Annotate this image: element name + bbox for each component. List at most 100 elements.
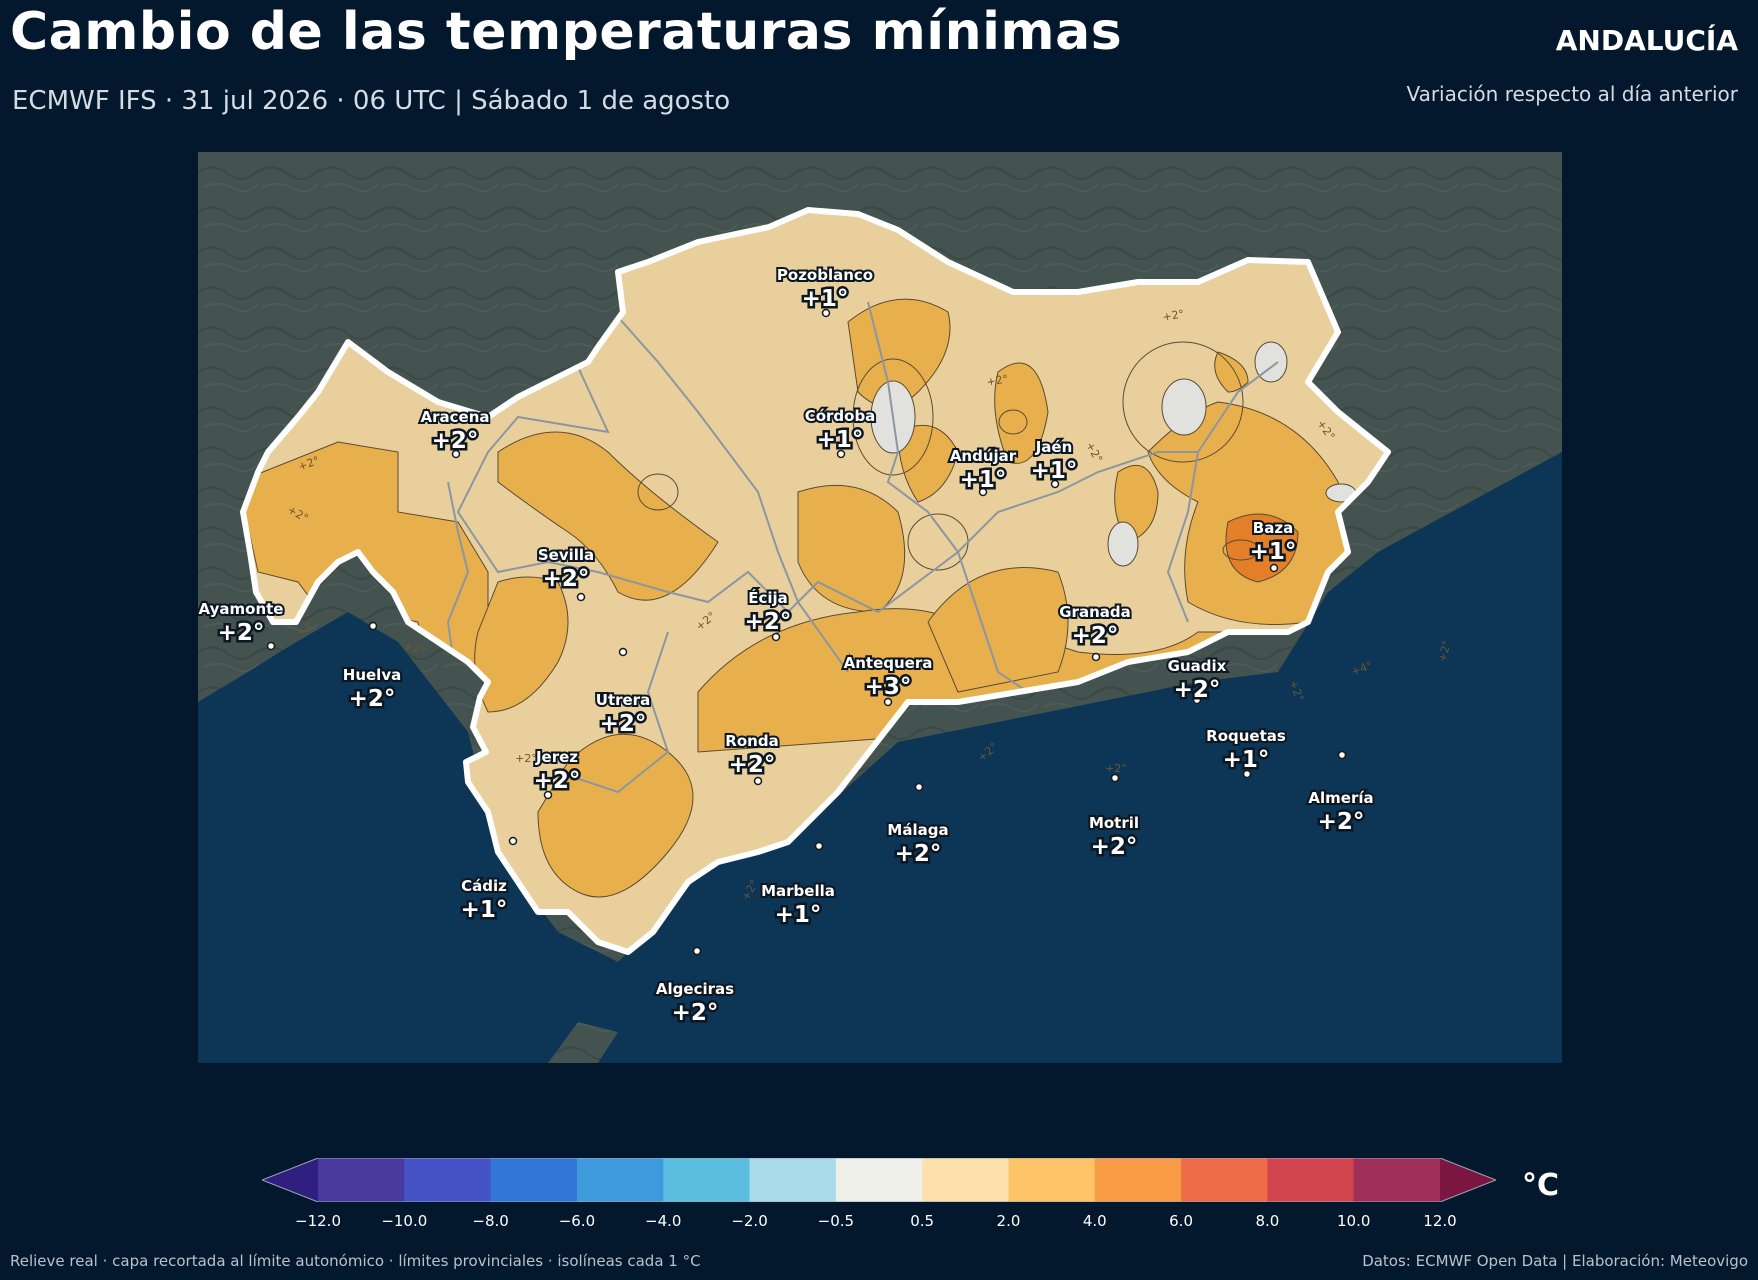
city-marker: Guadix +2° <box>1166 655 1229 706</box>
city-name: Málaga <box>887 821 948 839</box>
colorbar-segment <box>318 1158 405 1202</box>
colorbar-tick-label: −2.0 <box>731 1212 768 1230</box>
city-marker: Almería +2° <box>1306 750 1376 838</box>
city-marker: Antequera +3° <box>842 652 934 707</box>
city-marker: Málaga +2° <box>885 782 951 870</box>
city-name: Utrera <box>596 691 650 709</box>
city-marker: Huelva +2° <box>341 621 403 715</box>
colorbar-over-arrow <box>1440 1158 1496 1202</box>
city-name: Aracena <box>421 408 490 426</box>
city-marker: Sevilla +2° <box>536 544 596 602</box>
city-value: +3° <box>865 674 912 700</box>
colorbar-segment <box>404 1158 492 1202</box>
city-value: +1° <box>775 902 822 928</box>
colorbar-segment <box>663 1158 751 1202</box>
city-name: Algeciras <box>656 980 734 998</box>
city-dot <box>576 592 586 602</box>
city-value: +1° <box>960 467 1007 493</box>
colorbar-segment <box>749 1158 837 1202</box>
city-value: +2° <box>543 566 590 592</box>
colorbar-segment <box>576 1158 664 1202</box>
city-dot <box>543 790 553 800</box>
city-name: Sevilla <box>538 546 594 564</box>
city-value: +2° <box>1072 623 1119 649</box>
isoline-label: +2° <box>1105 762 1127 775</box>
footer-notes: Relieve real · capa recortada al límite … <box>10 1252 701 1270</box>
run-subtitle: ECMWF IFS · 31 jul 2026 · 06 UTC | Sábad… <box>12 86 731 116</box>
colorbar-segment <box>490 1158 578 1202</box>
city-marker: Córdoba +1° <box>803 405 877 459</box>
colorbar-tick-label: −10.0 <box>381 1212 428 1230</box>
city-dot <box>266 641 276 651</box>
city-dot <box>508 836 518 846</box>
city-marker: Pozoblanco +1° <box>775 264 875 318</box>
colorbar-tick-label: −4.0 <box>645 1212 682 1230</box>
city-dot <box>821 308 831 318</box>
city-marker: Algeciras +2° <box>654 946 736 1029</box>
colorbar-tick-label: 6.0 <box>1169 1212 1193 1230</box>
city-dot <box>1091 652 1101 662</box>
city-value: +2° <box>600 711 647 737</box>
colorbar-tick-label: 0.5 <box>910 1212 935 1230</box>
colorbar <box>262 1158 1496 1202</box>
city-name: Motril <box>1089 814 1139 832</box>
city-dot <box>1192 695 1202 705</box>
city-value: +2° <box>1174 677 1221 703</box>
city-name: Marbella <box>761 882 835 900</box>
city-marker: Ayamonte +2° <box>198 598 285 651</box>
colorbar-segment <box>1008 1158 1096 1202</box>
city-marker: Jaén +1° <box>1028 436 1080 489</box>
city-name: Ayamonte <box>199 600 284 618</box>
colorbar-segment <box>1353 1158 1441 1202</box>
city-marker: Baza +1° <box>1247 517 1299 573</box>
colorbar-tick-label: 2.0 <box>996 1212 1021 1230</box>
isoline-label: +2° <box>1162 307 1186 324</box>
city-dot <box>753 776 763 786</box>
city-value: +1° <box>817 427 864 453</box>
city-name: Jaén <box>1035 438 1073 456</box>
city-dot <box>1269 563 1279 573</box>
city-dot <box>368 621 378 631</box>
city-value: +1° <box>802 286 849 312</box>
isoline-label: +2° <box>986 372 1010 389</box>
city-name: Huelva <box>343 666 401 684</box>
city-markers: Pozoblanco +1° Córdoba +1° Aracena +2° Andújar… <box>198 264 1376 1029</box>
city-value: +1° <box>1250 539 1297 565</box>
city-dot <box>1242 769 1252 779</box>
footer-credits: Datos: ECMWF Open Data | Elaboración: Me… <box>1362 1252 1748 1270</box>
city-dot <box>692 946 702 956</box>
colorbar-tick-label: −8.0 <box>472 1212 509 1230</box>
colorbar-under-arrow <box>262 1158 318 1202</box>
colorbar-segment <box>1181 1158 1268 1202</box>
page-title: Cambio de las temperaturas mínimas <box>10 2 1123 62</box>
city-dot <box>814 841 824 851</box>
colorbar-segment <box>922 1158 1009 1202</box>
colorbar-tick-label: −0.5 <box>817 1212 855 1230</box>
city-name: Cádiz <box>461 877 507 895</box>
isoline-label: +2° <box>515 752 537 765</box>
city-value: +2° <box>745 609 792 635</box>
city-dot <box>914 782 924 792</box>
temperature-change-map: +2° +2° +2° +2° +2° +2° +2° +2° +2° +2° … <box>198 152 1562 1063</box>
city-value: +2° <box>218 620 265 646</box>
city-name: Pozoblanco <box>777 266 873 284</box>
region-name: ANDALUCÍA <box>1555 24 1738 57</box>
city-marker: Granada +2° <box>1057 601 1133 662</box>
city-value: +1° <box>461 897 508 923</box>
city-dot <box>1110 773 1120 783</box>
city-name: Baza <box>1253 519 1293 537</box>
city-value: +2° <box>432 428 479 454</box>
colorbar-tick-label: 12.0 <box>1423 1212 1457 1230</box>
city-value: +2° <box>672 1000 719 1026</box>
city-value: +2° <box>895 841 942 867</box>
city-name: Jerez <box>535 748 578 766</box>
colorbar-tick-label: −6.0 <box>558 1212 596 1230</box>
isoline-label: +2° <box>1436 639 1454 663</box>
city-marker: Aracena +2° <box>419 406 492 459</box>
colorbar-segment <box>835 1158 923 1202</box>
colorbar-tick-label: −12.0 <box>295 1212 341 1230</box>
city-dot <box>1337 750 1347 760</box>
region-subtitle: Variación respecto al día anterior <box>1406 82 1738 106</box>
colorbar-tick-label: 8.0 <box>1255 1212 1280 1230</box>
city-name: Granada <box>1059 603 1131 621</box>
